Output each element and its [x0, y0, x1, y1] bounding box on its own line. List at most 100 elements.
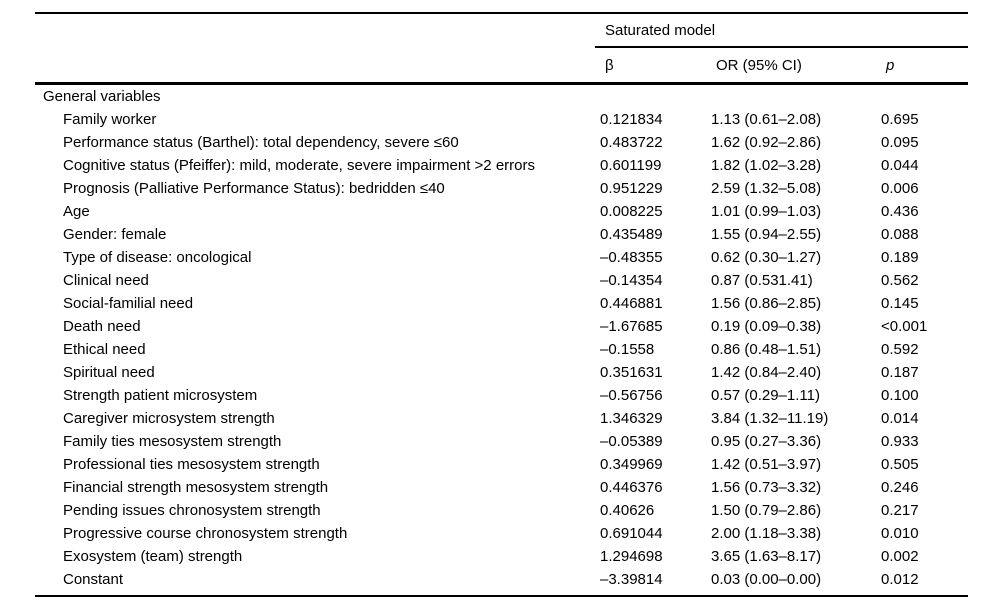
- p-value: 0.044: [881, 157, 919, 174]
- or-ci-value: 3.65 (1.63–8.17): [711, 548, 822, 565]
- beta-value: 0.951229: [600, 180, 663, 197]
- or-ci-value: 1.01 (0.99–1.03): [711, 203, 822, 220]
- table-row: Exosystem (team) strength 1.294698 3.65 …: [35, 545, 968, 568]
- p-value: 0.012: [881, 571, 919, 588]
- row-label: Pending issues chronosystem strength: [63, 502, 321, 519]
- or-ci-value: 0.57 (0.29–1.11): [711, 387, 820, 404]
- table-row: Pending issues chronosystem strength 0.4…: [35, 499, 968, 522]
- beta-value: 1.294698: [600, 548, 663, 565]
- row-label: Exosystem (team) strength: [63, 548, 243, 565]
- row-label: Cognitive status (Pfeiffer): mild, moder…: [63, 157, 535, 174]
- beta-value: 0.446881: [600, 295, 663, 312]
- row-label: Prognosis (Palliative Performance Status…: [63, 180, 445, 197]
- p-value: 0.010: [881, 525, 919, 542]
- row-label: Progressive course chronosystem strength: [63, 525, 348, 542]
- p-value: 0.217: [881, 502, 919, 519]
- model-group-title: Saturated model: [595, 14, 969, 48]
- section-label: General variables: [43, 88, 161, 105]
- table-row: Caregiver microsystem strength 1.346329 …: [35, 407, 968, 430]
- p-value: 0.187: [881, 364, 919, 381]
- table-row: Family worker 0.121834 1.13 (0.61–2.08) …: [35, 108, 968, 131]
- or-ci-value: 1.55 (0.94–2.55): [711, 226, 822, 243]
- column-header-p: p: [876, 47, 969, 85]
- or-ci-value: 1.13 (0.61–2.08): [711, 111, 822, 128]
- p-value: 0.002: [881, 548, 919, 565]
- table-row: Gender: female 0.435489 1.55 (0.94–2.55)…: [35, 223, 968, 246]
- row-label: Clinical need: [63, 272, 149, 289]
- row-label: Death need: [63, 318, 141, 335]
- beta-value: 1.346329: [600, 410, 663, 427]
- regression-table: Saturated model β OR (95% CI) p General …: [35, 12, 969, 597]
- or-ci-value: 2.59 (1.32–5.08): [711, 180, 822, 197]
- row-label: Constant: [63, 571, 124, 588]
- row-label: Financial strength mesosystem strength: [63, 479, 329, 496]
- table-row: Age 0.008225 1.01 (0.99–1.03) 0.436: [35, 200, 968, 223]
- table-row: Progressive course chronosystem strength…: [35, 522, 968, 545]
- p-value: 0.695: [881, 111, 919, 128]
- table-row: Ethical need –0.1558 0.86 (0.48–1.51) 0.…: [35, 338, 968, 361]
- p-value: 0.088: [881, 226, 919, 243]
- beta-value: –0.05389: [600, 433, 663, 450]
- table-row: Social-familial need 0.446881 1.56 (0.86…: [35, 292, 968, 315]
- table-body: General variables Family worker 0.121834…: [35, 84, 968, 592]
- or-ci-value: 0.86 (0.48–1.51): [711, 341, 822, 358]
- table-row: Spiritual need 0.351631 1.42 (0.84–2.40)…: [35, 361, 968, 384]
- beta-value: 0.351631: [600, 364, 663, 381]
- column-header-or-ci: OR (95% CI): [706, 47, 876, 85]
- row-label: Strength patient microsystem: [63, 387, 258, 404]
- section-row: General variables: [35, 84, 968, 109]
- beta-value: –1.67685: [600, 318, 663, 335]
- table-row: Cognitive status (Pfeiffer): mild, moder…: [35, 154, 968, 177]
- saturated-model-table: Saturated model β OR (95% CI) p General …: [35, 14, 969, 592]
- beta-value: 0.121834: [600, 111, 663, 128]
- table-row: Death need –1.67685 0.19 (0.09–0.38) <0.…: [35, 315, 968, 338]
- header-spacer-cell: [35, 47, 595, 85]
- or-ci-value: 1.50 (0.79–2.86): [711, 502, 822, 519]
- or-ci-value: 1.62 (0.92–2.86): [711, 134, 822, 151]
- table-row: Performance status (Barthel): total depe…: [35, 131, 968, 154]
- beta-value: –3.39814: [600, 571, 663, 588]
- p-value: 0.562: [881, 272, 919, 289]
- table-row: Financial strength mesosystem strength 0…: [35, 476, 968, 499]
- table-row: Professional ties mesosystem strength 0.…: [35, 453, 968, 476]
- beta-value: –0.1558: [600, 341, 655, 358]
- table-row: Clinical need –0.14354 0.87 (0.531.41) 0…: [35, 269, 968, 292]
- table-row: Family ties mesosystem strength –0.05389…: [35, 430, 968, 453]
- or-ci-value: 0.87 (0.531.41): [711, 272, 813, 289]
- or-ci-value: 2.00 (1.18–3.38): [711, 525, 822, 542]
- p-value: 0.095: [881, 134, 919, 151]
- model-group-row: Saturated model: [35, 14, 969, 48]
- p-value: 0.505: [881, 456, 919, 473]
- beta-value: 0.435489: [600, 226, 663, 243]
- row-label: Family ties mesosystem strength: [63, 433, 282, 450]
- table-row: Prognosis (Palliative Performance Status…: [35, 177, 968, 200]
- beta-value: 0.483722: [600, 134, 663, 151]
- beta-value: 0.349969: [600, 456, 663, 473]
- p-value: 0.014: [881, 410, 919, 427]
- column-header-beta: β: [595, 47, 706, 85]
- beta-value: 0.446376: [600, 479, 663, 496]
- beta-value: –0.48355: [600, 249, 663, 266]
- or-ci-value: 1.56 (0.73–3.32): [711, 479, 822, 496]
- row-label: Ethical need: [63, 341, 146, 358]
- beta-value: 0.008225: [600, 203, 663, 220]
- row-label: Social-familial need: [63, 295, 194, 312]
- table-header: Saturated model β OR (95% CI) p: [35, 14, 969, 85]
- beta-value: 0.601199: [600, 157, 662, 174]
- p-value: 0.246: [881, 479, 919, 496]
- row-label: Caregiver microsystem strength: [63, 410, 275, 427]
- row-label: Professional ties mesosystem strength: [63, 456, 320, 473]
- row-label: Spiritual need: [63, 364, 155, 381]
- row-label: Performance status (Barthel): total depe…: [63, 134, 459, 151]
- p-value: 0.145: [881, 295, 919, 312]
- or-ci-value: 1.42 (0.84–2.40): [711, 364, 822, 381]
- p-value: 0.189: [881, 249, 919, 266]
- column-header-row: β OR (95% CI) p: [35, 47, 969, 85]
- table-row: Strength patient microsystem –0.56756 0.…: [35, 384, 968, 407]
- beta-value: 0.691044: [600, 525, 663, 542]
- or-ci-value: 0.19 (0.09–0.38): [711, 318, 822, 335]
- p-value: 0.592: [881, 341, 919, 358]
- p-value: 0.933: [881, 433, 919, 450]
- beta-value: –0.56756: [600, 387, 663, 404]
